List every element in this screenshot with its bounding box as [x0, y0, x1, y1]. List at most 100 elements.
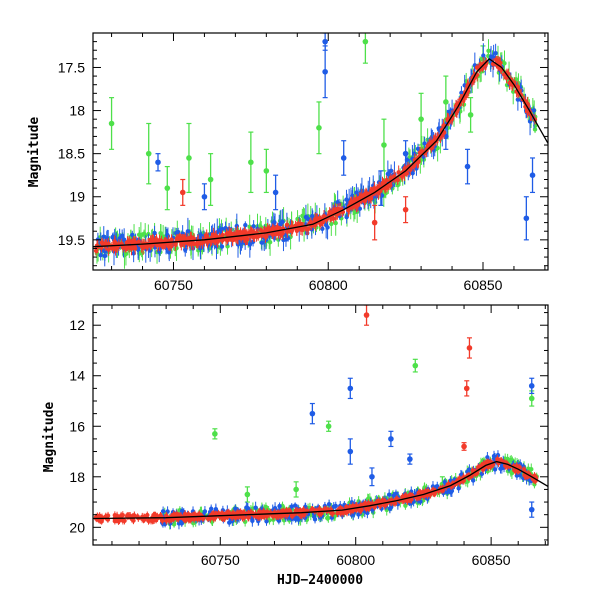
red-point	[524, 474, 530, 479]
red-point	[284, 222, 290, 228]
y-tick-label: 12	[69, 317, 85, 333]
blue-point	[259, 240, 265, 245]
red-point	[131, 518, 136, 523]
red-point	[496, 60, 501, 65]
green-point	[403, 503, 408, 508]
red-point	[211, 516, 217, 521]
green-point	[329, 221, 334, 227]
blue-point	[344, 214, 349, 220]
blue-point	[234, 223, 240, 229]
blue-outlier-point	[322, 38, 328, 45]
blue-point	[493, 50, 498, 56]
green-point	[171, 522, 177, 527]
red-point	[157, 242, 162, 247]
red-point	[197, 512, 202, 517]
green-outlier-point	[381, 142, 387, 148]
red-point	[317, 512, 323, 517]
blue-point	[208, 506, 214, 511]
blue-outlier-point	[529, 172, 536, 178]
red-point	[229, 514, 235, 520]
red-point	[188, 515, 193, 520]
x-tick-label: 60750	[154, 277, 193, 293]
blue-point	[515, 97, 521, 102]
blue-outlier-point	[369, 473, 375, 480]
blue-outlier-point	[407, 456, 413, 462]
red-point	[317, 215, 322, 221]
blue-point	[293, 516, 298, 522]
blue-point	[456, 486, 461, 491]
blue-point	[393, 491, 399, 496]
y-tick-label: 18.5	[58, 146, 85, 162]
top-panel: 60750 60800 60850 17.5 18 18.5 19 19.5	[58, 32, 549, 293]
red-point	[285, 229, 290, 234]
red-point	[188, 236, 194, 242]
blue-point	[276, 518, 282, 523]
blue-point	[326, 501, 332, 507]
x-tick-label: 60850	[472, 552, 511, 568]
red-point	[352, 203, 358, 209]
y-tick-label: 14	[69, 368, 85, 384]
plot-area	[93, 33, 548, 269]
model-curve	[93, 58, 548, 248]
red-outlier-point	[179, 189, 186, 196]
red-point	[354, 503, 359, 509]
green-point	[486, 48, 491, 54]
red-point	[263, 234, 268, 239]
blue-point	[101, 234, 106, 239]
green-outlier-point	[418, 116, 424, 122]
red-point	[279, 514, 285, 519]
blue-point	[213, 506, 219, 512]
green-point	[461, 102, 467, 107]
blue-point	[344, 197, 349, 202]
red-point	[384, 178, 389, 183]
red-point	[173, 242, 178, 247]
red-outlier-point	[466, 345, 473, 351]
red-point	[396, 170, 401, 175]
red-point	[414, 496, 420, 501]
blue-outlier-point	[272, 189, 279, 196]
plot-frame	[92, 32, 549, 271]
red-point	[204, 233, 209, 238]
red-point	[309, 507, 314, 512]
blue-point	[157, 249, 162, 254]
green-outlier-point	[207, 176, 214, 183]
red-outlier-point	[463, 385, 470, 392]
red-point	[344, 504, 349, 510]
red-point	[133, 246, 138, 251]
blue-point	[289, 504, 294, 509]
green-outlier-point	[186, 155, 192, 161]
green-outlier-point	[362, 38, 369, 45]
y-tick-label: 20	[69, 519, 85, 535]
blue-point	[415, 146, 421, 152]
red-point	[169, 237, 174, 242]
red-point	[298, 227, 304, 232]
blue-outlier-point	[340, 155, 347, 161]
x-tick-label: 60750	[201, 552, 240, 568]
red-point	[205, 516, 211, 522]
blue-point	[277, 503, 282, 509]
red-point	[290, 513, 296, 518]
green-outlier-point	[108, 120, 115, 127]
blue-point	[491, 456, 497, 461]
x-tick-label: 60800	[336, 552, 375, 568]
blue-point	[219, 244, 225, 249]
x-tick-label: 60800	[309, 277, 348, 293]
blue-point	[388, 504, 394, 510]
red-point	[366, 506, 371, 512]
red-point	[227, 232, 232, 237]
red-point	[154, 237, 159, 243]
y-tick-label: 18	[69, 103, 85, 119]
plot-frame	[92, 304, 549, 546]
blue-point	[333, 503, 338, 509]
blue-point	[356, 512, 361, 517]
green-outlier-point	[145, 150, 152, 157]
blue-point	[160, 509, 166, 514]
blue-outlier-point	[309, 410, 316, 417]
red-point	[331, 216, 336, 221]
green-outlier-point	[244, 491, 251, 498]
red-point	[404, 171, 410, 176]
blue-outlier-point	[523, 215, 530, 222]
red-point	[200, 516, 206, 522]
green-outlier-point	[248, 159, 254, 166]
green-outlier-point	[316, 125, 322, 131]
